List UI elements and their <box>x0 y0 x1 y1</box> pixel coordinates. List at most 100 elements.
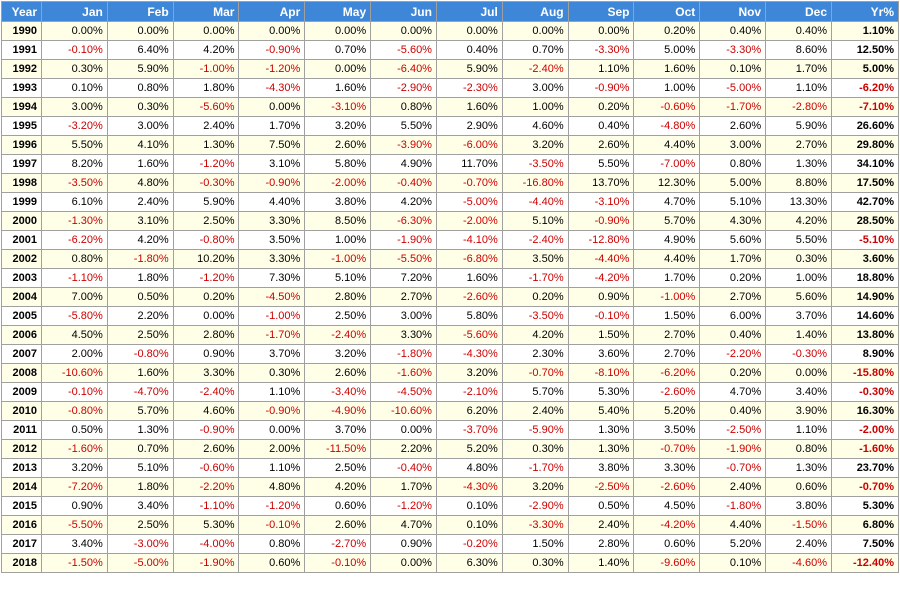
monthly-return-cell: 0.00% <box>238 21 306 41</box>
monthly-return-cell: 3.30% <box>172 363 240 383</box>
year-cell: 2002 <box>1 249 42 269</box>
monthly-return-cell: -4.70% <box>106 382 174 402</box>
monthly-return-cell: 0.00% <box>765 363 832 383</box>
monthly-return-cell: 1.30% <box>172 135 240 155</box>
table-body: 1990 0.00% 0.00% 0.00% 0.00% 0.00% 0.00% 0.00% 0… <box>1 21 899 573</box>
monthly-return-cell: 4.90% <box>370 154 437 174</box>
monthly-return-cell: -2.60% <box>435 287 503 307</box>
monthly-return-cell: 3.20% <box>435 363 503 383</box>
year-cell: 2009 <box>1 382 42 402</box>
monthly-return-cell: -2.20% <box>699 344 767 364</box>
monthly-return-cell: -12.80% <box>567 230 635 250</box>
column-header-dec: Dec <box>765 1 832 22</box>
monthly-return-cell: 5.50% <box>765 230 832 250</box>
table-row: 1997 8.20% 1.60% -1.20% 3.10% 5.80% 4.90% 11.70… <box>1 154 899 174</box>
yearly-return-cell: 13.80% <box>831 325 899 345</box>
table-row: 2004 7.00% 0.50% 0.20% -4.50% 2.80% 2.70% -2.60… <box>1 287 899 307</box>
monthly-return-cell: 5.50% <box>567 154 635 174</box>
yearly-return-cell: 14.60% <box>831 306 899 326</box>
year-cell: 2012 <box>1 439 42 459</box>
monthly-return-cell: 1.60% <box>435 97 503 117</box>
year-cell: 1990 <box>1 21 42 41</box>
year-cell: 1994 <box>1 97 42 117</box>
monthly-return-cell: 0.90% <box>370 534 437 554</box>
column-header-nov: Nov <box>699 1 767 22</box>
monthly-return-cell: -1.80% <box>370 344 437 364</box>
monthly-return-cell: 0.00% <box>172 21 240 41</box>
yearly-return-cell: 17.50% <box>831 173 899 193</box>
monthly-return-cell: 2.40% <box>699 477 767 497</box>
monthly-return-cell: 0.30% <box>501 439 569 459</box>
table-row: 1993 0.10% 0.80% 1.80% -4.30% 1.60% -2.90% -2.3… <box>1 78 899 98</box>
monthly-return-cell: 0.10% <box>41 78 108 98</box>
monthly-return-cell: 3.20% <box>41 458 108 478</box>
table-row: 2001 -6.20% 4.20% -0.80% 3.50% 1.00% -1.90% -4.… <box>1 230 899 250</box>
year-cell: 2007 <box>1 344 42 364</box>
yearly-return-cell: -5.10% <box>831 230 899 250</box>
monthly-return-cell: 0.10% <box>699 59 767 79</box>
monthly-return-cell: 4.60% <box>501 116 569 136</box>
monthly-return-cell: 0.60% <box>304 496 372 516</box>
monthly-return-cell: -5.60% <box>435 325 503 345</box>
monthly-return-cell: 3.70% <box>765 306 832 326</box>
monthly-return-cell: 0.20% <box>501 287 569 307</box>
yearly-return-cell: -12.40% <box>831 553 899 573</box>
table-row: 2013 3.20% 5.10% -0.60% 1.10% 2.50% -0.40% 4.80… <box>1 458 899 478</box>
monthly-return-cell: 3.10% <box>106 211 174 231</box>
monthly-return-cell: -1.80% <box>106 249 174 269</box>
monthly-return-cell: -4.30% <box>435 477 503 497</box>
monthly-return-cell: 0.30% <box>765 249 832 269</box>
monthly-return-cell: 5.10% <box>304 268 372 288</box>
monthly-return-cell: 3.10% <box>238 154 306 174</box>
yearly-return-cell: -15.80% <box>831 363 899 383</box>
monthly-return-cell: 0.30% <box>238 363 306 383</box>
monthly-return-cell: 4.70% <box>633 192 701 212</box>
monthly-return-cell: 1.00% <box>765 268 832 288</box>
monthly-return-cell: -3.30% <box>567 40 635 60</box>
monthly-return-cell: -0.60% <box>633 97 701 117</box>
monthly-return-cell: 0.40% <box>699 401 767 421</box>
year-cell: 2015 <box>1 496 42 516</box>
monthly-return-cell: -1.70% <box>238 325 306 345</box>
table-row: 2015 0.90% 3.40% -1.10% -1.20% 0.60% -1.20% 0.1… <box>1 496 899 516</box>
year-cell: 2017 <box>1 534 42 554</box>
monthly-return-cell: -8.10% <box>567 363 635 383</box>
monthly-return-cell: -1.20% <box>238 496 306 516</box>
monthly-return-cell: 2.60% <box>699 116 767 136</box>
column-header-sep: Sep <box>567 1 635 22</box>
monthly-return-cell: 7.50% <box>238 135 306 155</box>
monthly-return-cell: -0.30% <box>172 173 240 193</box>
monthly-return-cell: -0.10% <box>567 306 635 326</box>
monthly-return-cell: 0.20% <box>172 287 240 307</box>
year-cell: 2001 <box>1 230 42 250</box>
table-row: 2005 -5.80% 2.20% 0.00% -1.00% 2.50% 3.00% 5.80… <box>1 306 899 326</box>
monthly-return-cell: 2.00% <box>238 439 306 459</box>
monthly-return-cell: 0.10% <box>435 496 503 516</box>
monthly-return-cell: 0.50% <box>567 496 635 516</box>
monthly-return-cell: -0.60% <box>172 458 240 478</box>
monthly-return-cell: 3.20% <box>304 116 372 136</box>
yearly-return-cell: -0.30% <box>831 382 899 402</box>
monthly-return-cell: -2.50% <box>567 477 635 497</box>
monthly-return-cell: -2.90% <box>370 78 437 98</box>
year-cell: 1998 <box>1 173 42 193</box>
monthly-return-cell: -5.50% <box>370 249 437 269</box>
monthly-return-cell: 0.10% <box>435 515 503 535</box>
monthly-return-cell: 4.50% <box>41 325 108 345</box>
table-row: 2017 3.40% -3.00% -4.00% 0.80% -2.70% 0.90% -0.… <box>1 534 899 554</box>
year-cell: 1992 <box>1 59 42 79</box>
monthly-return-cell: 5.30% <box>567 382 635 402</box>
monthly-return-cell: 2.90% <box>435 116 503 136</box>
column-header-aug: Aug <box>501 1 569 22</box>
monthly-return-cell: 0.90% <box>567 287 635 307</box>
monthly-return-cell: -0.90% <box>567 211 635 231</box>
monthly-return-cell: -2.80% <box>765 97 832 117</box>
monthly-return-cell: -3.50% <box>41 173 108 193</box>
monthly-return-cell: -4.60% <box>765 553 832 573</box>
monthly-return-cell: 1.70% <box>699 249 767 269</box>
monthly-return-cell: 5.10% <box>106 458 174 478</box>
monthly-return-cell: -3.00% <box>106 534 174 554</box>
monthly-return-cell: -1.00% <box>633 287 701 307</box>
monthly-return-cell: 2.40% <box>501 401 569 421</box>
monthly-return-cell: -0.30% <box>765 344 832 364</box>
